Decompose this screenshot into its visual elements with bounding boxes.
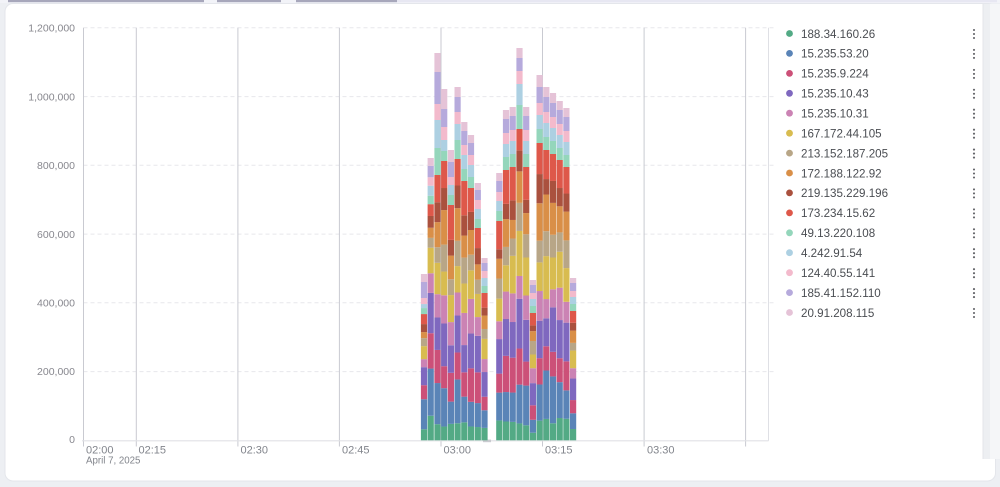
svg-text:219.135.229.196: 219.135.229.196 [801, 187, 888, 200]
svg-text:15.235.10.31: 15.235.10.31 [801, 108, 869, 121]
svg-text:49.13.220.108: 49.13.220.108 [801, 227, 875, 240]
svg-text:02:30: 02:30 [241, 444, 269, 456]
svg-text:03:30: 03:30 [647, 444, 675, 456]
svg-text:200,000: 200,000 [37, 366, 75, 378]
svg-text:15.235.9.224: 15.235.9.224 [801, 68, 869, 81]
svg-text:02:15: 02:15 [139, 444, 167, 456]
svg-text:213.152.187.205: 213.152.187.205 [801, 147, 888, 160]
svg-text:4.242.91.54: 4.242.91.54 [801, 247, 863, 260]
svg-text:15.235.53.20: 15.235.53.20 [801, 48, 869, 61]
svg-text:124.40.55.141: 124.40.55.141 [801, 267, 875, 280]
svg-text:173.234.15.62: 173.234.15.62 [801, 207, 875, 220]
svg-text:02:00: 02:00 [86, 444, 114, 456]
svg-text:03:15: 03:15 [545, 444, 573, 456]
svg-text:400,000: 400,000 [37, 298, 75, 310]
svg-text:1,000,000: 1,000,000 [28, 91, 75, 103]
svg-text:02:45: 02:45 [342, 444, 370, 456]
svg-text:167.172.44.105: 167.172.44.105 [801, 128, 882, 141]
svg-text:03:00: 03:00 [444, 444, 472, 456]
svg-text:15.235.10.43: 15.235.10.43 [801, 88, 869, 101]
svg-text:188.34.160.26: 188.34.160.26 [801, 28, 875, 41]
svg-text:185.41.152.110: 185.41.152.110 [801, 287, 881, 300]
svg-text:800,000: 800,000 [37, 160, 75, 172]
svg-text:April 7, 2025: April 7, 2025 [86, 455, 140, 466]
svg-text:172.188.122.92: 172.188.122.92 [801, 167, 882, 180]
svg-text:600,000: 600,000 [37, 229, 75, 241]
svg-text:0: 0 [69, 434, 75, 446]
svg-text:20.91.208.115: 20.91.208.115 [801, 307, 874, 320]
svg-text:1,200,000: 1,200,000 [28, 23, 75, 35]
